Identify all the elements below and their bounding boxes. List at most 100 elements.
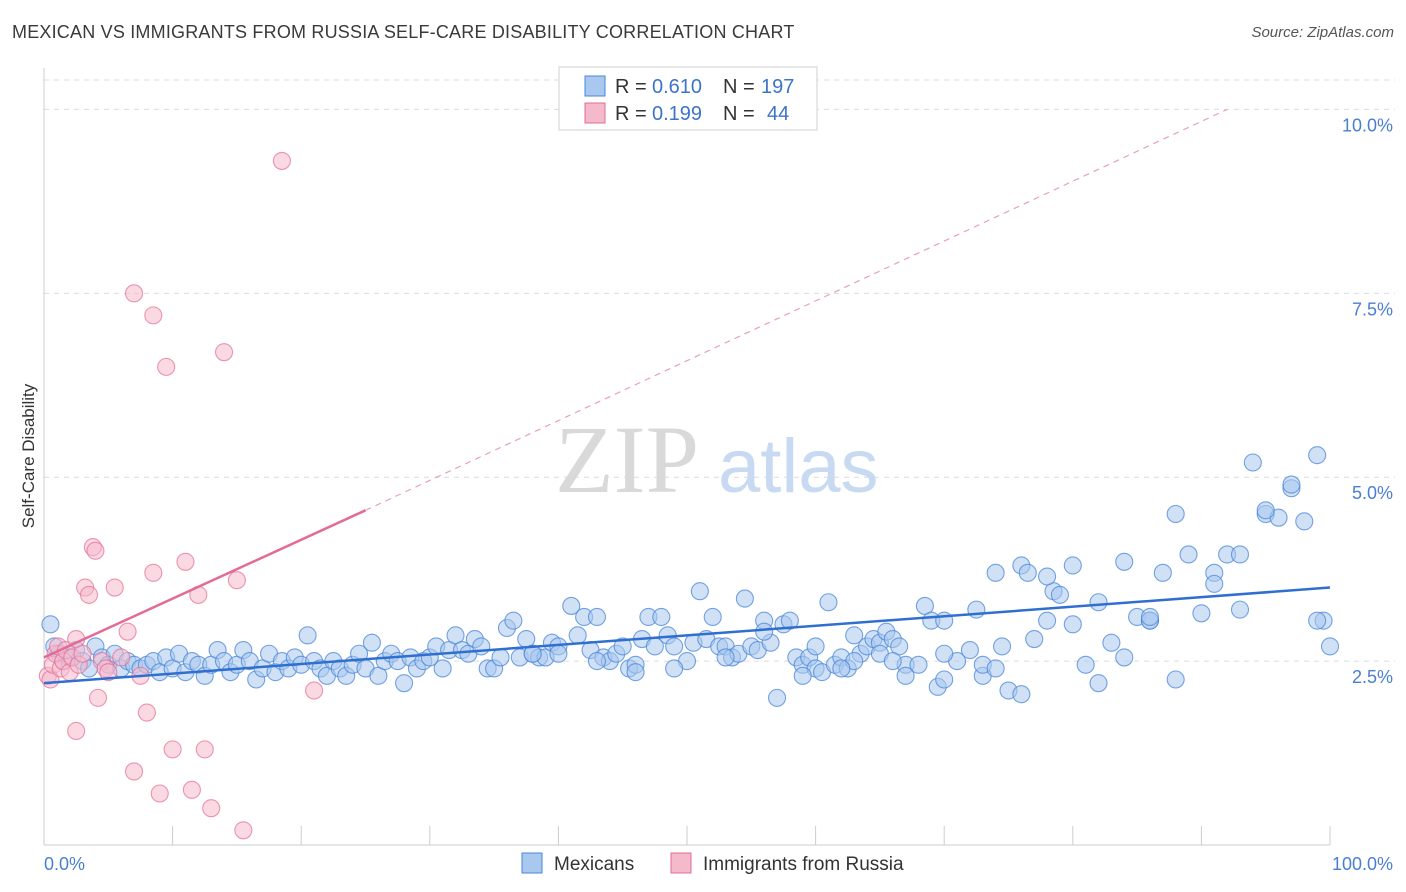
russia-point bbox=[67, 721, 86, 741]
mexicans-point bbox=[1050, 585, 1069, 604]
russia-point bbox=[305, 681, 324, 700]
mexicans-point bbox=[41, 615, 60, 634]
russia-point bbox=[272, 151, 291, 170]
russia-point bbox=[137, 703, 156, 722]
mexicans-point bbox=[896, 666, 915, 685]
mexicans-point bbox=[806, 637, 825, 656]
mexicans-point bbox=[819, 593, 838, 612]
mexicans-point bbox=[1166, 670, 1185, 689]
x-tick-label: 0.0% bbox=[44, 854, 85, 874]
mexicans-point bbox=[1320, 637, 1340, 656]
mexicans-point bbox=[960, 641, 979, 660]
mexicans-point bbox=[362, 633, 381, 652]
mexicans-point bbox=[703, 607, 722, 627]
mexicans-point bbox=[395, 674, 414, 693]
legend-r-value-1: 0.610 bbox=[652, 76, 702, 98]
legend-swatch-mexicans bbox=[584, 75, 606, 97]
mexicans-point bbox=[587, 652, 607, 671]
russia-point bbox=[150, 784, 169, 803]
russia-point bbox=[88, 688, 108, 707]
mexicans-point bbox=[1256, 501, 1275, 520]
legend-n-label-2: N = bbox=[723, 103, 755, 125]
mexicans-point bbox=[1282, 475, 1301, 494]
mexicans-point bbox=[1063, 615, 1082, 634]
russia-point bbox=[157, 357, 176, 376]
mexicans-point bbox=[587, 607, 607, 627]
russia-point bbox=[105, 578, 124, 597]
mexicans-point bbox=[523, 644, 542, 663]
mexicans-point bbox=[1140, 607, 1160, 627]
russia-point bbox=[112, 648, 131, 667]
mexicans-point bbox=[993, 637, 1012, 656]
bottom-legend-mexicans: Mexicans bbox=[554, 854, 634, 875]
mexicans-point bbox=[613, 637, 632, 656]
mexicans-point bbox=[665, 637, 684, 656]
russia-point bbox=[73, 644, 92, 663]
mexicans-point bbox=[1063, 556, 1082, 575]
russia-point bbox=[202, 799, 221, 818]
watermark-zip: ZIP bbox=[555, 406, 699, 513]
mexicans-point bbox=[735, 589, 754, 608]
mexicans-point bbox=[298, 626, 317, 645]
mexicans-point bbox=[1295, 512, 1314, 531]
mexicans-point bbox=[935, 670, 954, 689]
mexicans-point bbox=[1102, 633, 1121, 652]
mexicans-point bbox=[1025, 629, 1044, 649]
russia-point bbox=[144, 306, 163, 325]
mexicans-point bbox=[935, 644, 954, 663]
source-label: Source: ZipAtlas.com bbox=[1251, 24, 1394, 41]
y-tick-label: 2.5% bbox=[1352, 667, 1393, 687]
bottom-legend-swatch-mexicans bbox=[521, 852, 543, 874]
mexicans-point bbox=[433, 659, 452, 678]
mexicans-point bbox=[1308, 611, 1327, 630]
russia-point bbox=[195, 740, 214, 759]
russia-point bbox=[182, 780, 201, 799]
y-axis-label: Self-Care Disability bbox=[19, 383, 38, 528]
mexicans-point bbox=[909, 655, 928, 674]
series-russia bbox=[38, 151, 324, 840]
russia-point bbox=[234, 821, 253, 840]
watermark-atlas: atlas bbox=[718, 424, 879, 509]
mexicans-point bbox=[1243, 453, 1262, 472]
legend-swatch-russia bbox=[584, 102, 606, 124]
mexicans-point bbox=[1089, 593, 1108, 612]
y-tick-labels: 2.5% 5.0% 7.5% 10.0% bbox=[1342, 115, 1393, 687]
mexicans-point bbox=[1230, 545, 1250, 564]
russia-trend-line bbox=[43, 509, 367, 659]
mexicans-point bbox=[504, 611, 523, 630]
russia-trend-extension bbox=[365, 108, 1228, 511]
mexicans-point bbox=[549, 644, 568, 663]
mexicans-point bbox=[883, 652, 902, 671]
mexicans-point bbox=[1115, 648, 1134, 667]
legend-r-value-2: 0.199 bbox=[652, 103, 702, 125]
chart-title: MEXICAN VS IMMIGRANTS FROM RUSSIA SELF-C… bbox=[12, 22, 795, 42]
mexicans-point bbox=[1018, 563, 1037, 582]
mexicans-point bbox=[1038, 567, 1057, 586]
mexicans-point bbox=[780, 611, 799, 630]
russia-point bbox=[79, 585, 99, 604]
mexicans-point bbox=[986, 659, 1005, 678]
russia-point bbox=[227, 571, 246, 590]
mexicans-point bbox=[793, 666, 812, 685]
russia-point bbox=[214, 343, 234, 362]
bottom-legend-swatch-russia bbox=[670, 852, 692, 874]
mexicans-point bbox=[562, 596, 581, 615]
mexicans-point bbox=[1038, 611, 1057, 630]
mexicans-point bbox=[1192, 604, 1211, 623]
mexicans-point bbox=[1076, 655, 1095, 674]
russia-point bbox=[124, 284, 144, 303]
mexicans-point bbox=[1166, 504, 1185, 524]
mexicans-trend-line bbox=[43, 586, 1331, 685]
legend-r-label-1: R = bbox=[615, 76, 647, 98]
mexicans-point bbox=[1230, 600, 1250, 619]
mexicans-point bbox=[690, 582, 709, 601]
russia-point bbox=[118, 622, 137, 641]
mexicans-point bbox=[1308, 446, 1327, 465]
russia-point bbox=[86, 541, 105, 560]
x-tick-labels: 0.0% 100.0% bbox=[44, 854, 1393, 874]
y-tick-label: 10.0% bbox=[1342, 115, 1393, 135]
mexicans-point bbox=[1012, 685, 1031, 704]
x-tick-label: 100.0% bbox=[1332, 854, 1393, 874]
trend-lines bbox=[43, 108, 1331, 685]
